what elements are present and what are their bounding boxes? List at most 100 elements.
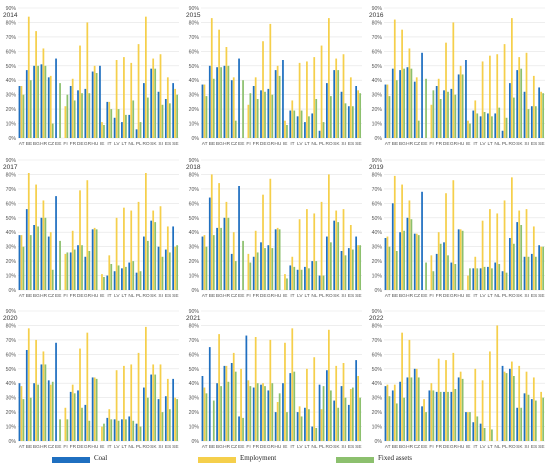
- bar-employment-IE: [101, 122, 103, 138]
- bar-employment-BE: [27, 328, 30, 441]
- bar-employment-NL: [130, 210, 133, 290]
- bar-employment-AT: [20, 235, 23, 290]
- x-tick-label: FI: [246, 444, 250, 450]
- y-tick-label: 70%: [6, 187, 17, 193]
- bar-fixed-assets-LT: [491, 429, 493, 441]
- x-tick-label: IE: [466, 444, 471, 450]
- y-tick-label: 80%: [372, 20, 383, 26]
- y-tick-label: 60%: [189, 49, 200, 55]
- x-tick-label: BE: [209, 444, 215, 450]
- x-tick-label: BG: [33, 141, 40, 147]
- bar-fixed-assets-SE: [359, 245, 362, 290]
- x-tick-label: LT: [121, 293, 126, 299]
- bar-employment-FI: [64, 106, 67, 138]
- bar-fixed-assets-SK: [154, 374, 157, 441]
- bar-fixed-assets-HR: [410, 68, 413, 138]
- bar-coal-FI: [245, 335, 248, 441]
- bar-fixed-assets-HR: [227, 65, 230, 138]
- x-tick-label: IT: [473, 444, 477, 450]
- x-tick-label: PL: [319, 444, 325, 450]
- bar-fixed-assets-HR: [227, 381, 230, 441]
- bar-fixed-assets-FI: [432, 390, 435, 441]
- x-tick-label: LV: [297, 293, 303, 299]
- x-tick-label: SI: [158, 444, 163, 450]
- bar-coal-HU: [274, 70, 277, 138]
- bar-employment-FR: [254, 77, 257, 138]
- bar-employment-LT: [489, 209, 491, 290]
- x-tick-label: AT: [385, 293, 391, 299]
- bar-fixed-assets-GR: [454, 94, 457, 138]
- bar-fixed-assets-LT: [491, 268, 493, 290]
- x-tick-label: GR: [84, 293, 92, 299]
- bar-employment-IE: [467, 120, 469, 138]
- bar-employment-LT: [123, 207, 125, 290]
- bar-fixed-assets-LV: [483, 428, 486, 441]
- panel-title: 2015: [186, 12, 201, 19]
- x-tick-label: SE: [172, 141, 178, 147]
- x-tick-label: IE: [100, 293, 105, 299]
- bar-fixed-assets-AT: [388, 96, 391, 138]
- bar-fixed-assets-BG: [403, 397, 405, 441]
- bar-employment-AT: [203, 84, 206, 138]
- x-tick-label: SE: [355, 293, 361, 299]
- bar-fixed-assets-SI: [161, 256, 164, 290]
- bar-employment-LV: [115, 217, 118, 290]
- x-tick-label: BE: [392, 444, 398, 450]
- y-tick-label: 60%: [6, 49, 17, 55]
- x-tick-label: EE: [238, 141, 244, 147]
- bar-fixed-assets-BE: [29, 80, 32, 138]
- bar-fixed-assets-SE: [176, 245, 179, 290]
- panel-title: 2017: [3, 164, 18, 171]
- bar-fixed-assets-DE: [264, 386, 266, 441]
- bar-employment-BG: [218, 334, 220, 441]
- bar-fixed-assets-LT: [125, 266, 127, 290]
- bar-fixed-assets-EE: [242, 417, 244, 441]
- bar-coal-SE: [172, 83, 175, 138]
- bar-coal-HR: [40, 364, 43, 441]
- bar-employment-HR: [408, 200, 411, 290]
- y-tick-label: 10%: [372, 122, 383, 128]
- bar-coal-LV: [479, 423, 482, 441]
- bar-fixed-assets-FR: [256, 383, 259, 441]
- bar-fixed-assets-NL: [132, 100, 135, 138]
- x-tick-label: FI: [63, 141, 67, 147]
- bar-fixed-assets-PL: [139, 426, 142, 441]
- bar-coal-ES: [347, 106, 350, 138]
- bar-coal-LV: [296, 116, 299, 138]
- bar-coal-SK: [516, 407, 519, 441]
- bar-coal-DE: [77, 245, 79, 290]
- bar-fixed-assets-CZ: [51, 381, 54, 441]
- bar-fixed-assets-CZ: [417, 235, 420, 290]
- bar-employment-SE: [357, 245, 360, 290]
- x-tick-label: CZ: [414, 293, 420, 299]
- bar-employment-CZ: [415, 368, 418, 441]
- bar-employment-ES: [166, 77, 169, 138]
- bar-employment-PL: [320, 201, 323, 290]
- x-tick-label: SK: [516, 141, 523, 147]
- x-tick-label: IT: [473, 293, 477, 299]
- x-tick-label: NL: [494, 141, 500, 147]
- bar-employment-GR: [86, 22, 89, 139]
- panel-title: 2018: [186, 164, 201, 171]
- bar-coal-SE: [355, 86, 358, 138]
- bar-fixed-assets-IE: [103, 423, 105, 441]
- bar-coal-SK: [333, 400, 336, 441]
- x-tick-label: GR: [450, 444, 458, 450]
- bar-fixed-assets-HU: [461, 230, 464, 290]
- bar-employment-BE: [393, 384, 396, 441]
- bar-fixed-assets-AT: [22, 246, 25, 290]
- bar-employment-HU: [93, 377, 96, 441]
- bar-fixed-assets-DE: [447, 391, 449, 441]
- bar-employment-NL: [130, 62, 133, 139]
- bar-coal-RO: [325, 370, 328, 441]
- bar-employment-SK: [518, 57, 521, 138]
- x-tick-label: EE: [238, 293, 244, 299]
- y-tick-label: 30%: [189, 396, 200, 402]
- bar-coal-NL: [311, 426, 314, 441]
- bar-fixed-assets-FI: [432, 271, 435, 290]
- bar-coal-AT: [384, 238, 387, 290]
- x-tick-label: FR: [70, 293, 77, 299]
- x-tick-label: LV: [297, 444, 303, 450]
- y-tick-label: 0%: [375, 288, 383, 294]
- bar-fixed-assets-SE: [359, 93, 362, 138]
